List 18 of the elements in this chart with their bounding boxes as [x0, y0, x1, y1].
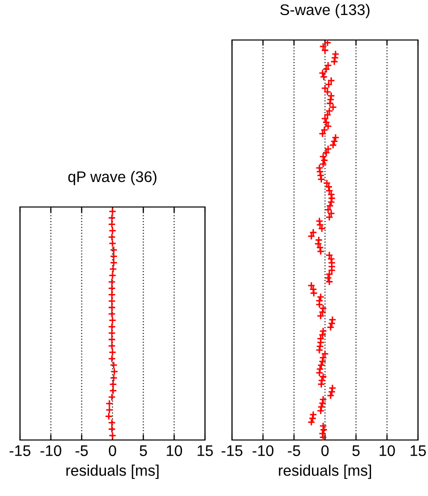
- x-axis-title: residuals [ms]: [66, 464, 159, 479]
- x-tick-label: 15: [410, 445, 426, 456]
- x-tick-label: 5: [352, 445, 360, 456]
- x-tick-label: 10: [380, 445, 395, 456]
- x-tick-label: 15: [198, 445, 213, 456]
- x-tick-label: -10: [40, 445, 62, 456]
- x-tick-label: 0: [108, 445, 116, 456]
- chart-title: qP wave (36): [68, 170, 156, 186]
- x-tick-label: -5: [76, 445, 88, 456]
- x-axis-title: residuals [ms]: [278, 464, 372, 479]
- x-tick-label: -15: [10, 445, 30, 456]
- x-tick-label: -15: [222, 445, 242, 456]
- x-tick-label: 5: [140, 445, 147, 456]
- x-tick-label: 10: [166, 445, 182, 456]
- x-tick-label: -5: [288, 445, 300, 456]
- chart-title: S-wave (133): [280, 4, 370, 18]
- x-tick-label: 0: [321, 445, 329, 456]
- x-tick-label: -10: [252, 445, 274, 456]
